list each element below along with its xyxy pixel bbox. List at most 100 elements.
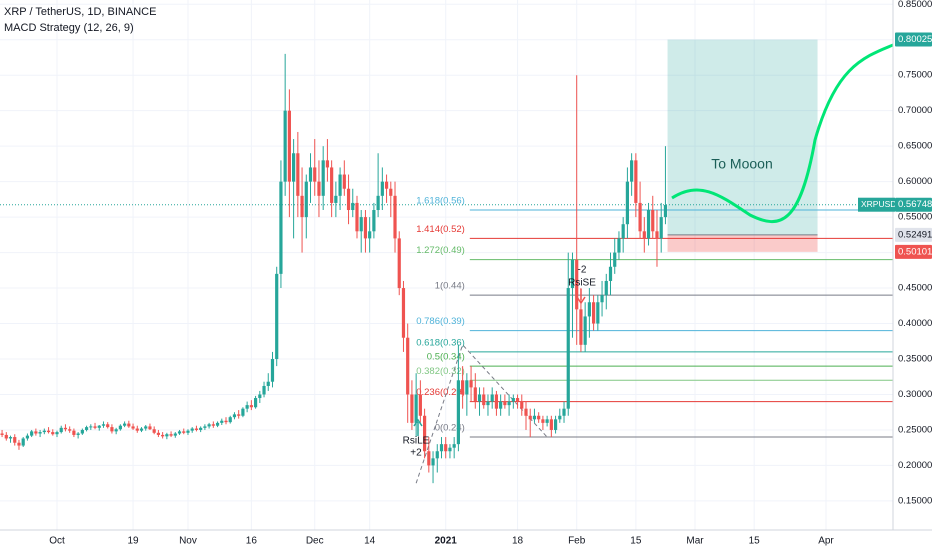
candle-body: [232, 414, 237, 418]
fib-label: 1.414(0.52): [416, 224, 465, 235]
candle-body: [528, 415, 532, 420]
x-tick-label: Apr: [818, 536, 834, 547]
candle-body: [431, 458, 435, 466]
signal-size: +2: [410, 448, 422, 459]
candle-body: [101, 424, 106, 426]
candle-body: [292, 153, 296, 182]
candle-body: [194, 428, 199, 430]
target-tag: [895, 32, 932, 47]
y-tick-label: 0.35000: [898, 354, 932, 365]
x-tick-label: 19: [127, 536, 139, 547]
candle-body: [604, 280, 608, 296]
candles: [0, 53, 668, 484]
candle-body: [13, 437, 17, 443]
candle-body: [490, 394, 494, 402]
projection-curve: [671, 43, 894, 224]
candle-body: [583, 316, 587, 345]
x-tick-label: 18: [512, 536, 524, 547]
grid: [0, 0, 893, 530]
candle-body: [570, 259, 575, 289]
candle-body: [634, 160, 638, 203]
candle-body: [579, 309, 583, 345]
candle-body: [477, 394, 482, 402]
y-tick-label: 0.55000: [898, 212, 932, 223]
candle-body: [253, 398, 258, 408]
candle-body: [127, 423, 131, 427]
candle-body: [524, 408, 528, 416]
annotation: To Mooon: [711, 156, 772, 172]
candle-body: [42, 430, 46, 433]
y-tick-label: 0.20000: [898, 460, 932, 471]
candle-body: [630, 160, 634, 182]
candle-body: [380, 181, 384, 196]
candle-body: [617, 238, 621, 253]
candle-body: [541, 419, 545, 423]
overlays: 1.618(0.56) 1.414(0.52) 1.272(0.49) 1(0.44)…: [0, 39, 893, 484]
candle-body: [177, 431, 182, 434]
candle-body: [262, 385, 266, 395]
candle-body: [389, 188, 393, 196]
candle-body: [228, 417, 232, 423]
y-tick-label: 0.45000: [898, 283, 932, 294]
candle-body: [148, 426, 152, 430]
entry-tag: [895, 227, 932, 242]
candle-body: [190, 428, 194, 431]
candle-body: [118, 425, 122, 430]
candle-body: [330, 167, 334, 203]
candle-body: [494, 394, 499, 409]
candle-body: [608, 266, 613, 281]
candle-body: [587, 302, 591, 317]
candle-body: [4, 434, 8, 439]
candle-body: [72, 430, 76, 435]
fib-label: 0.618(0.36): [416, 337, 465, 348]
candle-body: [410, 394, 414, 423]
candle-body: [414, 394, 418, 423]
candle-body: [507, 401, 511, 406]
candle-body: [93, 426, 97, 428]
candle-body: [321, 160, 325, 196]
x-tick-label: 16: [246, 536, 258, 547]
candle-body: [211, 424, 215, 426]
candle-body: [241, 408, 245, 416]
y-tick-label: 0.75000: [898, 70, 932, 81]
candle-body: [169, 434, 173, 436]
x-tick-label: 14: [364, 536, 376, 547]
candle-body: [465, 380, 469, 395]
candle-body: [283, 110, 287, 182]
candle-body: [275, 273, 279, 360]
y-tick-label: 0.40000: [898, 318, 932, 329]
candle-body: [270, 359, 275, 382]
signal-size: -2: [578, 265, 587, 276]
candle-body: [444, 444, 448, 452]
candle-body: [313, 167, 317, 182]
candle-body: [152, 429, 156, 433]
fib-label: 0.236(0.29): [416, 387, 465, 398]
candle-body: [625, 181, 630, 225]
candle-body: [355, 202, 359, 232]
candle-body: [300, 195, 304, 218]
candle-body: [439, 444, 444, 452]
candle-body: [296, 153, 300, 196]
candle-body: [537, 415, 541, 420]
candle-body: [545, 419, 549, 423]
target-zone: [667, 39, 818, 235]
candle-body: [224, 420, 228, 423]
candle-body: [435, 451, 439, 459]
candle-body: [249, 405, 253, 408]
y-tick-label: 0.65000: [898, 141, 932, 152]
x-tick-label: 15: [749, 536, 761, 547]
candle-body: [346, 188, 351, 211]
candle-body: [38, 432, 42, 434]
candle-body: [135, 428, 139, 431]
last-price-tag-label: 0.56748: [898, 199, 932, 210]
candle-body: [279, 181, 283, 274]
axes: 0.15000 0.20000 0.25000 0.30000 0.35000 0.400…: [49, 0, 932, 547]
candle-body: [63, 427, 68, 430]
candle-body: [651, 210, 655, 232]
candle-body: [173, 433, 177, 436]
stop-tag: [895, 244, 932, 259]
candle-body: [448, 447, 452, 452]
candle-body: [144, 426, 148, 429]
candle-body: [338, 174, 342, 196]
entry-tag-label: 0.52491: [898, 229, 932, 240]
